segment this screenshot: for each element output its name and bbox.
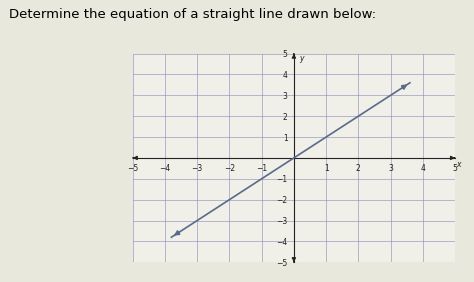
Text: Determine the equation of a straight line drawn below:: Determine the equation of a straight lin…	[9, 8, 377, 21]
Text: x: x	[456, 160, 461, 169]
Text: y: y	[299, 54, 303, 63]
